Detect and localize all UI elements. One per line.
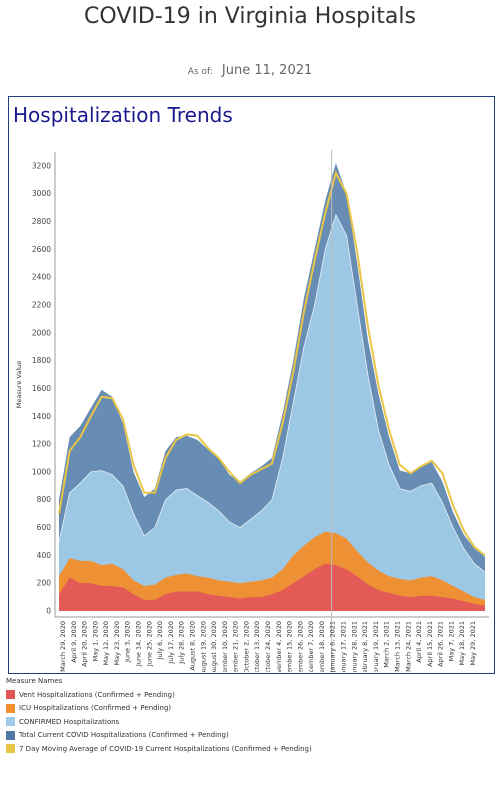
- y-tick-label: 2800: [32, 217, 51, 226]
- x-tick-label: June 14, 2020: [135, 621, 143, 667]
- y-tick-label: 200: [37, 579, 52, 588]
- legend-title: Measure Names: [6, 677, 63, 685]
- y-tick-label: 2000: [32, 328, 51, 337]
- x-tick-label: April 9, 2020: [70, 621, 78, 663]
- x-tick-label: April 4, 2021: [415, 621, 423, 663]
- legend-swatch: [6, 690, 15, 700]
- legend-item[interactable]: ICU Hospitalizations (Confirmed + Pendin…: [6, 702, 496, 716]
- series-area-0[interactable]: [59, 563, 485, 611]
- legend-swatch: [6, 730, 15, 740]
- x-tick-label: August 8, 2020: [188, 621, 196, 671]
- legend-swatch: [6, 717, 15, 727]
- x-tick-label: January 6, 2021: [329, 621, 337, 672]
- legend-swatch: [6, 744, 15, 754]
- legend-label: ICU Hospitalizations (Confirmed + Pendin…: [19, 704, 172, 713]
- x-tick-label: August 19, 2020: [199, 621, 207, 672]
- legend-label: Total Current COVID Hospitalizations (Co…: [19, 731, 229, 740]
- y-axis-label: Measure Value: [15, 361, 23, 409]
- legend-label: Vent Hospitalizations (Confirmed + Pendi…: [19, 690, 175, 699]
- x-tick-label: November 15, 2020: [286, 621, 294, 672]
- x-tick-label: March 24, 2021: [404, 621, 412, 672]
- y-tick-label: 600: [37, 523, 52, 532]
- x-tick-label: April 26, 2021: [437, 621, 445, 667]
- legend-item[interactable]: CONFIRMED Hospitalizations: [6, 715, 496, 729]
- y-tick-label: 3200: [32, 161, 51, 170]
- x-tick-label: March 2, 2021: [383, 621, 391, 668]
- x-tick-label: May 18, 2021: [458, 621, 466, 665]
- x-tick-label: October 24, 2020: [264, 621, 272, 672]
- x-tick-label: October 2, 2020: [242, 621, 250, 672]
- as-of-line: As of: June 11, 2021: [0, 59, 500, 78]
- x-tick-label: February 8, 2021: [361, 621, 369, 672]
- as-of-label: As of:: [187, 67, 213, 77]
- x-tick-label: September 10, 2020: [221, 621, 229, 672]
- y-tick-label: 1800: [32, 356, 51, 365]
- x-tick-label: May 23, 2020: [113, 621, 121, 665]
- x-tick-label: January 17, 2021: [340, 621, 348, 672]
- x-tick-label: November 4, 2020: [275, 621, 283, 672]
- y-tick-label: 1200: [32, 440, 51, 449]
- x-tick-label: December 18, 2020: [318, 621, 326, 672]
- x-tick-label: January 28, 2021: [350, 621, 358, 672]
- x-tick-label: April 15, 2021: [426, 621, 434, 667]
- y-tick-label: 800: [37, 495, 52, 504]
- y-tick-label: 3000: [32, 189, 51, 198]
- x-tick-label: April 20, 2020: [81, 621, 89, 667]
- x-tick-label: May 1, 2020: [91, 621, 99, 661]
- x-tick-label: September 21, 2020: [232, 621, 240, 672]
- y-tick-label: 2600: [32, 245, 51, 254]
- y-tick-label: 2200: [32, 301, 51, 310]
- x-tick-label: May 7, 2021: [447, 621, 455, 661]
- x-tick-label: February 19, 2021: [372, 621, 380, 672]
- hospitalization-trends-panel: Hospitalization Trends 0 200 400 600 800 1000…: [8, 96, 495, 674]
- confirmed-edge-line: [58, 213, 486, 573]
- x-tick-label: May 12, 2020: [102, 621, 110, 665]
- legend-label: 7 Day Moving Average of COVID-19 Current…: [19, 744, 312, 753]
- y-tick-label: 400: [37, 551, 52, 560]
- y-tick-label: 2400: [32, 273, 51, 282]
- x-tick-label: October 13, 2020: [253, 621, 261, 672]
- x-tick-label: March 29, 2020: [59, 621, 67, 672]
- hospitalization-chart[interactable]: 0 200 400 600 800 1000 1200 1400 1600 1800 2000 220…: [9, 97, 493, 672]
- x-tick-label: July 28, 2020: [178, 621, 186, 665]
- legend-item[interactable]: 7 Day Moving Average of COVID-19 Current…: [6, 742, 496, 756]
- panel-title: Hospitalization Trends: [13, 103, 233, 127]
- x-tick-label: June 3, 2020: [124, 621, 132, 663]
- x-tick-label: June 25, 2020: [145, 621, 153, 667]
- legend: Measure Names Vent Hospitalizations (Con…: [6, 677, 496, 756]
- moving-average-line[interactable]: [58, 170, 486, 557]
- as-of-date: June 11, 2021: [221, 63, 313, 78]
- x-tick-label: August 30, 2020: [210, 621, 218, 672]
- x-tick-label: December 7, 2020: [307, 621, 315, 672]
- series-area-2[interactable]: [59, 214, 485, 611]
- x-tick-label: March 13, 2021: [393, 621, 401, 672]
- x-tick-label: July 17, 2020: [167, 621, 175, 665]
- x-tick-label: November 26, 2020: [296, 621, 304, 672]
- page-title: COVID-19 in Virginia Hospitals: [84, 4, 416, 29]
- y-tick-label: 1000: [32, 467, 51, 476]
- x-tick-label: July 6, 2020: [156, 621, 164, 661]
- y-tick-label: 0: [46, 607, 51, 616]
- x-tick-label: May 29, 2021: [469, 621, 477, 665]
- y-tick-label: 1600: [32, 384, 51, 393]
- legend-label: CONFIRMED Hospitalizations: [19, 717, 120, 726]
- legend-item[interactable]: Total Current COVID Hospitalizations (Co…: [6, 729, 496, 743]
- legend-item[interactable]: Vent Hospitalizations (Confirmed + Pendi…: [6, 688, 496, 702]
- y-tick-label: 1400: [32, 412, 51, 421]
- legend-swatch: [6, 703, 15, 713]
